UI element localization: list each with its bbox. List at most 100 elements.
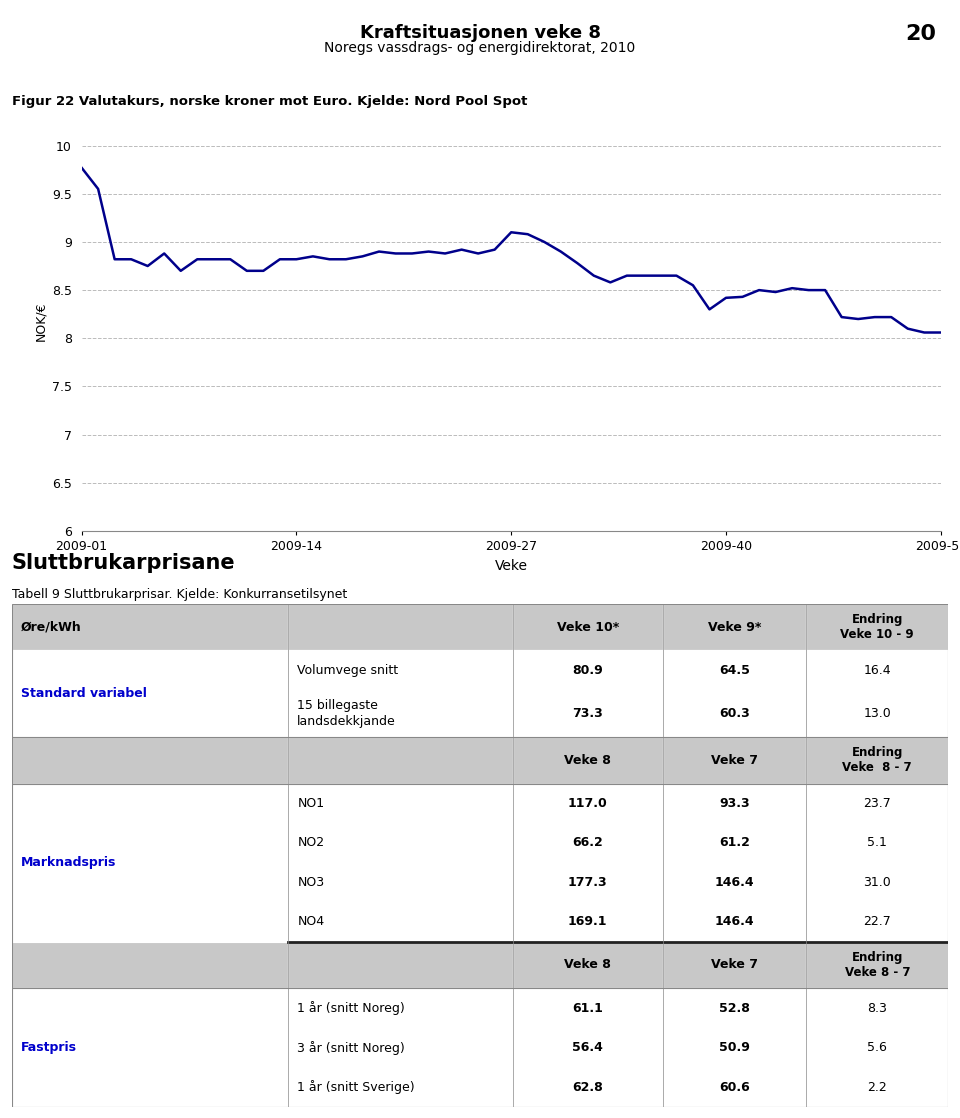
Y-axis label: NOK/€: NOK/€	[35, 302, 48, 341]
Text: 5.1: 5.1	[867, 836, 887, 850]
Bar	[806, 902, 948, 941]
Bar	[513, 1027, 662, 1068]
Bar	[806, 690, 948, 737]
Text: Endring
Veke 8 - 7: Endring Veke 8 - 7	[845, 950, 910, 979]
Bar	[662, 823, 806, 863]
Text: Veke 9*: Veke 9*	[708, 620, 761, 634]
Bar	[662, 604, 806, 651]
Text: 1 år (snitt Sverige): 1 år (snitt Sverige)	[298, 1080, 415, 1095]
Text: 13.0: 13.0	[863, 707, 891, 720]
Bar	[662, 941, 806, 988]
Bar	[288, 988, 513, 1027]
Bar	[662, 651, 806, 690]
Text: 20: 20	[905, 25, 936, 44]
Bar	[662, 1027, 806, 1068]
Text: Noregs vassdrags- og energidirektorat, 2010: Noregs vassdrags- og energidirektorat, 2…	[324, 41, 636, 56]
Bar	[12, 988, 288, 1107]
Bar	[513, 863, 662, 902]
Text: Figur 22 Valutakurs, norske kroner mot Euro. Kjelde: Nord Pool Spot: Figur 22 Valutakurs, norske kroner mot E…	[12, 95, 527, 108]
Bar	[513, 604, 662, 651]
Text: Kraftsituasjonen veke 8: Kraftsituasjonen veke 8	[359, 25, 601, 42]
Bar	[513, 690, 662, 737]
Text: 93.3: 93.3	[719, 797, 750, 809]
Bar	[806, 1068, 948, 1107]
Text: 1 år (snitt Noreg): 1 år (snitt Noreg)	[298, 1001, 405, 1015]
Text: 2.2: 2.2	[868, 1081, 887, 1093]
Text: 22.7: 22.7	[863, 916, 891, 928]
Text: Volumvege snitt: Volumvege snitt	[298, 664, 398, 676]
X-axis label: Veke: Veke	[494, 559, 528, 572]
Text: Veke 10*: Veke 10*	[557, 620, 619, 634]
Text: Standard variabel: Standard variabel	[21, 688, 147, 700]
Bar	[806, 941, 948, 988]
Bar	[513, 737, 662, 784]
Bar	[513, 902, 662, 941]
Bar	[288, 823, 513, 863]
Text: 5.6: 5.6	[867, 1041, 887, 1054]
Text: Tabell 9 Sluttbrukarprisar. Kjelde: Konkurransetilsynet: Tabell 9 Sluttbrukarprisar. Kjelde: Konk…	[12, 588, 347, 601]
Bar	[662, 863, 806, 902]
Text: Endring
Veke 10 - 9: Endring Veke 10 - 9	[840, 613, 914, 642]
Bar	[288, 651, 513, 690]
Text: Veke 7: Veke 7	[711, 754, 757, 767]
Bar	[806, 604, 948, 651]
Text: 146.4: 146.4	[714, 916, 755, 928]
Text: NO4: NO4	[298, 916, 324, 928]
Text: 15 billegaste
landsdekkjande: 15 billegaste landsdekkjande	[298, 699, 396, 728]
Bar	[806, 1027, 948, 1068]
Text: 60.3: 60.3	[719, 707, 750, 720]
Text: NO3: NO3	[298, 875, 324, 889]
Text: 23.7: 23.7	[863, 797, 891, 809]
Bar	[513, 1068, 662, 1107]
Bar	[12, 604, 288, 651]
Text: NO1: NO1	[298, 797, 324, 809]
Text: 117.0: 117.0	[568, 797, 608, 809]
Bar	[806, 863, 948, 902]
Text: 3 år (snitt Noreg): 3 år (snitt Noreg)	[298, 1041, 405, 1054]
Text: 177.3: 177.3	[568, 875, 608, 889]
Bar	[806, 784, 948, 823]
Bar	[513, 651, 662, 690]
Bar	[288, 784, 513, 823]
Bar	[662, 737, 806, 784]
Bar	[662, 690, 806, 737]
Text: Veke 8: Veke 8	[564, 754, 612, 767]
Bar	[288, 1027, 513, 1068]
Text: 8.3: 8.3	[867, 1002, 887, 1014]
Text: 146.4: 146.4	[714, 875, 755, 889]
Text: 169.1: 169.1	[568, 916, 608, 928]
Bar	[288, 604, 513, 651]
Text: Marknadspris: Marknadspris	[21, 856, 116, 869]
Text: 66.2: 66.2	[572, 836, 603, 850]
Bar	[288, 690, 513, 737]
Bar	[12, 941, 288, 988]
Bar	[12, 651, 288, 737]
Text: 61.1: 61.1	[572, 1002, 603, 1014]
Bar	[288, 902, 513, 941]
Bar	[662, 988, 806, 1027]
Text: 62.8: 62.8	[572, 1081, 603, 1093]
Bar	[806, 737, 948, 784]
Text: Veke 7: Veke 7	[711, 958, 757, 972]
Text: 56.4: 56.4	[572, 1041, 603, 1054]
Text: Endring
Veke  8 - 7: Endring Veke 8 - 7	[843, 746, 912, 775]
Bar	[288, 941, 513, 988]
Text: Sluttbrukarprisane: Sluttbrukarprisane	[12, 553, 235, 574]
Bar	[806, 651, 948, 690]
Text: 50.9: 50.9	[719, 1041, 750, 1054]
Bar	[806, 823, 948, 863]
Text: 73.3: 73.3	[572, 707, 603, 720]
Bar	[513, 941, 662, 988]
Bar	[12, 737, 288, 784]
Text: 64.5: 64.5	[719, 664, 750, 676]
Text: Veke 8: Veke 8	[564, 958, 612, 972]
Text: 80.9: 80.9	[572, 664, 603, 676]
Bar	[513, 784, 662, 823]
Bar	[288, 737, 513, 784]
Bar	[513, 988, 662, 1027]
Text: 16.4: 16.4	[863, 664, 891, 676]
Bar	[288, 863, 513, 902]
Bar	[12, 784, 288, 941]
Text: 52.8: 52.8	[719, 1002, 750, 1014]
Text: 61.2: 61.2	[719, 836, 750, 850]
